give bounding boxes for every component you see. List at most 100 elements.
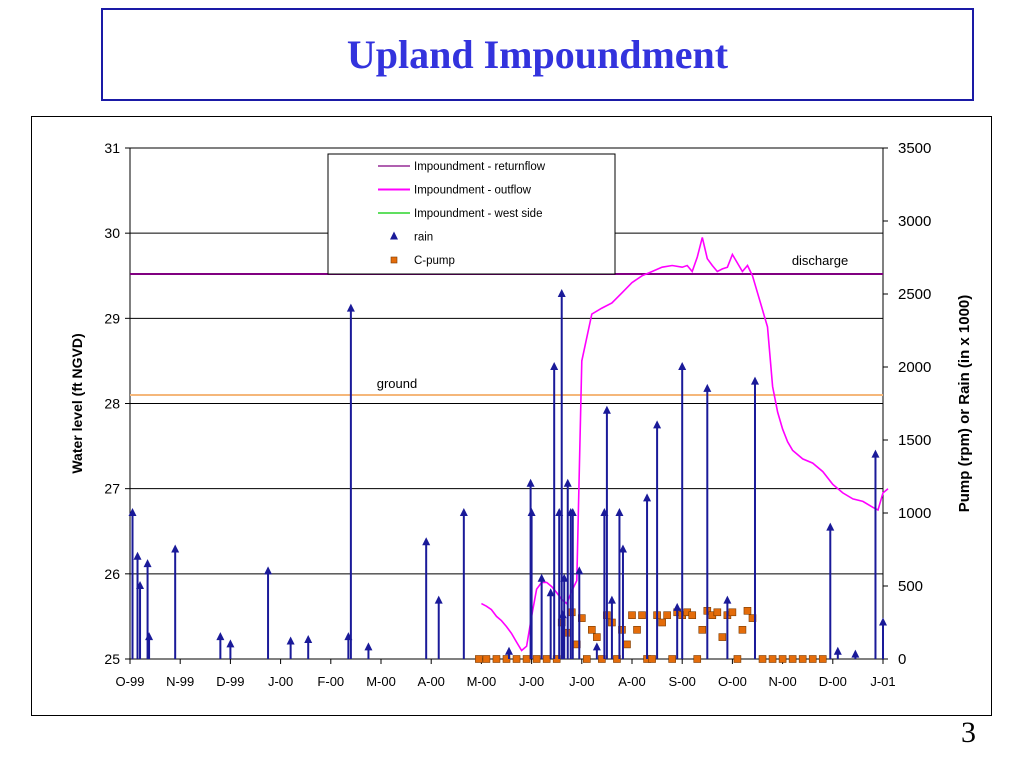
rain-point — [526, 478, 535, 487]
c-pump-point — [788, 655, 797, 663]
y-left-tick-label: 31 — [104, 140, 120, 156]
x-tick-label: F-00 — [317, 674, 344, 689]
rain-point — [346, 303, 355, 312]
rain-point — [264, 566, 273, 575]
reference-label-ground: ground — [377, 376, 417, 391]
rain-point — [226, 639, 235, 648]
c-pump-point — [588, 625, 596, 634]
legend-label: Impoundment - outflow — [414, 185, 532, 197]
rain-point — [364, 642, 373, 651]
y-left-tick-label: 28 — [104, 396, 120, 412]
y-right-tick-label: 2000 — [898, 359, 931, 376]
c-pump-point — [522, 655, 531, 663]
slide-number: 3 — [961, 716, 976, 749]
x-tick-label: A-00 — [618, 674, 645, 689]
c-pump-point — [768, 655, 777, 663]
x-tick-label: D-00 — [819, 674, 847, 689]
y-left-tick-label: 27 — [104, 481, 120, 497]
c-pump-point — [663, 611, 671, 620]
c-pump-point — [688, 611, 697, 620]
x-tick-label: S-00 — [668, 674, 695, 689]
c-pump-point — [808, 655, 817, 663]
c-pump-point — [713, 608, 722, 617]
c-pump-point — [475, 655, 483, 663]
c-pump-point — [532, 655, 541, 663]
rain-point — [879, 617, 887, 626]
slide-title: Upland Impoundment — [346, 32, 729, 77]
x-tick-label: M-00 — [366, 674, 396, 689]
rain-point — [750, 376, 759, 385]
rain-point — [550, 362, 559, 370]
rain-point — [546, 588, 555, 597]
rain-point — [422, 537, 431, 546]
y-right-axis-title: Pump (rpm) or Rain (in x 1000) — [956, 295, 973, 513]
rain-point — [136, 581, 145, 589]
c-pump-point — [668, 655, 676, 663]
reference-label-discharge: discharge — [792, 253, 848, 268]
c-pump-point — [728, 608, 737, 617]
c-pump-point — [567, 608, 576, 617]
rain-point — [653, 420, 662, 429]
rain-point — [216, 632, 225, 641]
series-outflow-line — [481, 237, 889, 652]
rain-point — [568, 508, 577, 516]
c-pump-point — [738, 625, 747, 634]
rain-point — [678, 362, 687, 370]
y-right-tick-label: 0 — [898, 651, 906, 668]
c-pump-point — [658, 618, 666, 627]
rain-point — [643, 493, 652, 502]
c-pump-point — [633, 625, 641, 634]
rain-point — [826, 522, 835, 531]
rain-point — [607, 595, 616, 604]
c-pump-point — [628, 611, 636, 620]
rain-point — [557, 289, 566, 297]
rain-point — [673, 602, 682, 611]
x-tick-label: J-01 — [870, 674, 895, 689]
rain-point — [537, 573, 546, 582]
chart-svg: 25 26 27 28 29 30 31 0 500 1000 1500 2000 2500 3000 35… — [69, 140, 973, 689]
c-pump-point — [492, 655, 501, 663]
rain-point — [505, 646, 514, 655]
legend-box — [327, 153, 616, 275]
c-pump-point — [638, 611, 646, 620]
c-pump-point — [698, 625, 707, 634]
rain-point — [434, 595, 443, 604]
y-right-tick-label: 3500 — [898, 140, 931, 157]
x-tick-label: J-00 — [519, 674, 544, 689]
rain-point — [143, 559, 152, 568]
c-pump-point — [583, 655, 591, 663]
c-pump-point — [648, 655, 656, 663]
rain-point — [618, 544, 627, 553]
rain-point — [286, 636, 295, 645]
rain-point — [304, 635, 313, 644]
legend-label: Impoundment - returnflow — [414, 161, 546, 173]
rain-point — [575, 566, 584, 575]
rain-point — [833, 646, 842, 655]
legend-swatch-cpump — [390, 256, 398, 264]
c-pump-point — [818, 655, 827, 663]
x-tick-label: N-99 — [166, 674, 194, 689]
y-right-tick-label: 1500 — [898, 432, 931, 449]
c-pump-point — [743, 607, 752, 615]
rain-point — [527, 508, 536, 516]
y-left-tick-label: 29 — [104, 310, 120, 326]
x-tick-label: N-00 — [769, 674, 797, 689]
c-pump-point — [693, 655, 702, 663]
y-left-axis-title: Water level (ft NGVD) — [69, 333, 85, 473]
rain-point — [133, 551, 142, 560]
x-tick-label: M-00 — [467, 674, 497, 689]
rain-point — [615, 508, 624, 516]
rain-point — [560, 573, 569, 582]
c-pump-point — [778, 655, 787, 663]
x-tick-label: J-00 — [569, 674, 594, 689]
legend-swatch-rain — [390, 231, 398, 240]
y-left-tick-label: 30 — [104, 225, 120, 241]
rain-point — [171, 544, 180, 553]
rain-point — [703, 383, 712, 392]
legend-label: C-pump — [414, 255, 455, 267]
y-right-tick-label: 1000 — [898, 505, 931, 522]
legend-label: rain — [414, 232, 433, 244]
c-pump-point — [593, 633, 601, 641]
y-right-tick-label: 3000 — [898, 213, 931, 230]
c-pump-point — [482, 655, 491, 663]
